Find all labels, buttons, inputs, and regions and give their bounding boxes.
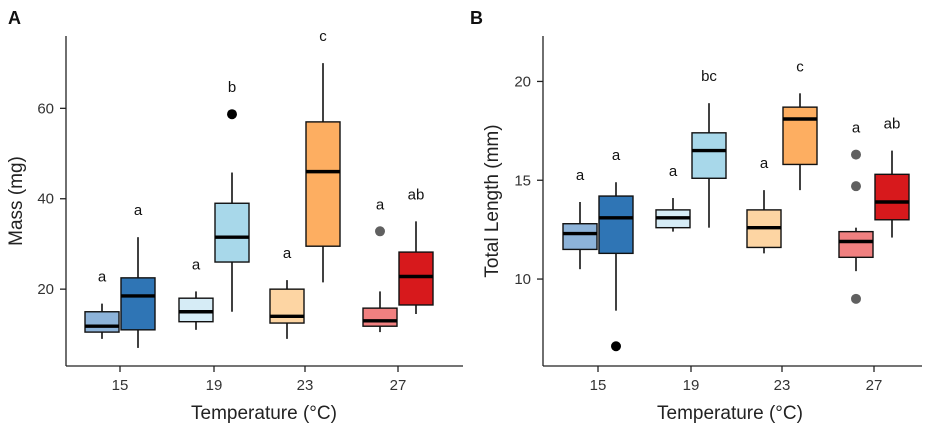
panel-b-box-19-left-sig-label: a xyxy=(669,163,678,180)
panel-a-y-tick-label: 40 xyxy=(37,191,54,208)
panel-b-box-15-right-rect xyxy=(598,195,634,255)
panel-a-x-tick-label: 23 xyxy=(297,377,314,394)
panel-a-box-23-left-sig-label: a xyxy=(283,245,292,262)
panel-a-box-27-right-sig-label: ab xyxy=(408,186,425,203)
panel-a-box-15-right-sig-label: a xyxy=(134,202,143,219)
panel-a-x-tick-label: 19 xyxy=(206,377,223,394)
panel-a-x-axis-title: Temperature (°C) xyxy=(191,403,337,424)
panel-b-box-27-left-outlier xyxy=(851,149,861,160)
panel-a-box-15-right-rect xyxy=(120,277,156,331)
panel-b-box-19-right-sig-label: bc xyxy=(701,68,717,85)
panel-b-box-27-left-outlier xyxy=(851,293,861,304)
panel-b-x-tick-label: 27 xyxy=(866,377,883,394)
panel-a-box-19-left-sig-label: a xyxy=(192,256,201,273)
panel-a-box-19-right-rect xyxy=(214,202,250,263)
panel-label-a: A xyxy=(8,8,21,28)
panel-b-box-15-left-sig-label: a xyxy=(576,167,585,184)
panel-a-box-19-left-rect xyxy=(178,297,214,323)
panel-b-box-27-right-sig-label: ab xyxy=(884,116,901,133)
panel-a-x-tick-label: 15 xyxy=(112,377,129,394)
panel-b-box-23-right-rect xyxy=(782,106,818,166)
panel-b-box-15-right-outlier xyxy=(611,341,621,352)
panel-b-x-axis-title: Temperature (°C) xyxy=(657,403,803,424)
panel-a-box-15-left-rect xyxy=(84,311,120,333)
panel-b-box-27-left-sig-label: a xyxy=(852,120,861,137)
panel-label-b: B xyxy=(470,8,483,28)
panel-a-box-27-left-sig-label: a xyxy=(376,196,385,213)
panel-b-box-15-left-rect xyxy=(562,223,598,251)
panel-a-box-19-right-sig-label: b xyxy=(228,79,236,96)
panel-b-box-15-right-sig-label: a xyxy=(612,147,621,164)
panel-b-y-tick-label: 20 xyxy=(514,73,531,90)
panel-a-box-15-left-sig-label: a xyxy=(98,269,107,286)
panel-a-y-tick-label: 20 xyxy=(37,281,54,298)
panel-b-box-27-right-rect xyxy=(874,173,910,221)
panel-b-y-tick-label: 15 xyxy=(514,172,531,189)
panel-a-box-27-left-rect xyxy=(362,307,398,327)
panel-a-box-27-right-rect xyxy=(398,251,434,306)
panel-b-x-tick-label: 15 xyxy=(590,377,607,394)
panel-a-y-tick-label: 60 xyxy=(37,100,54,117)
panel-b-y-axis-title: Total Length (mm) xyxy=(482,124,503,277)
panel-b-box-19-right-rect xyxy=(691,132,727,179)
panel-b-x-tick-label: 19 xyxy=(683,377,700,394)
panel-a-box-23-right-sig-label: c xyxy=(319,28,327,45)
panel-b-y-tick-label: 10 xyxy=(514,271,531,288)
panel-a-box-19-right-outlier xyxy=(227,109,237,120)
panel-a-y-axis-title: Mass (mg) xyxy=(6,156,27,246)
panel-a-x-tick-label: 27 xyxy=(390,377,407,394)
panel-b-x-tick-label: 23 xyxy=(774,377,791,394)
panel-b-box-23-right-sig-label: c xyxy=(796,58,804,75)
panel-a-box-27-left-outlier xyxy=(375,226,385,237)
panel-b-box-27-left-outlier xyxy=(851,181,861,192)
panel-b-box-27-left-rect xyxy=(838,230,874,259)
panel-a-box-23-right-rect xyxy=(305,121,341,247)
panel-b-box-23-left-sig-label: a xyxy=(760,155,769,172)
